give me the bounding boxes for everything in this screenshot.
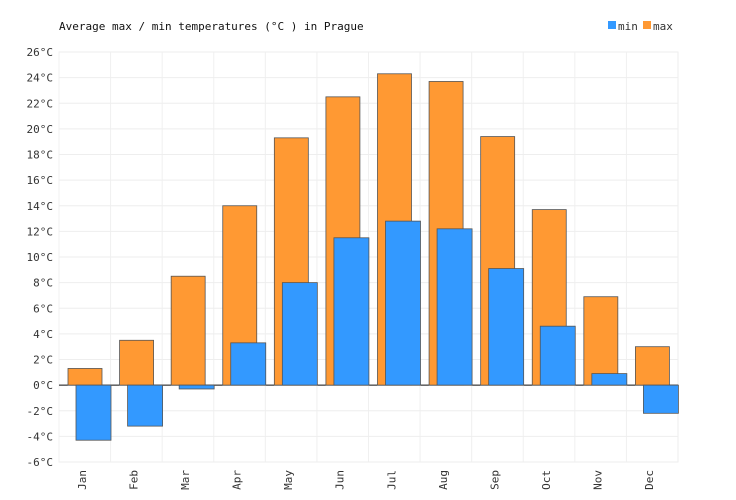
x-tick-label: Jan (76, 470, 89, 490)
max-bar-jan (67, 368, 103, 386)
min-bar-oct (539, 325, 576, 386)
min-bar-dec (643, 384, 679, 414)
x-tick-label: Feb (127, 470, 140, 490)
plot-area: -6°C -4°C -2°C 0°C 2°C 4°C 6°C 8°C 10°C 12°C 14°C 1… (27, 46, 679, 490)
min-bar-sep (488, 268, 525, 386)
legend-min-swatch (608, 21, 616, 29)
x-tick-label: Jul (385, 470, 398, 490)
y-tick-label: 18°C (27, 149, 54, 162)
x-tick-label: Oct (540, 470, 553, 490)
y-tick-label: 6°C (33, 302, 53, 315)
y-tick-label: 26°C (27, 46, 54, 59)
legend-max-label: max (653, 20, 673, 33)
x-tick-label: Aug (437, 470, 450, 490)
y-tick-label: -6°C (27, 456, 54, 469)
x-tick-label: Sep (488, 470, 501, 490)
x-tick-label: Jun (334, 470, 347, 490)
max-bar-mar (170, 275, 206, 386)
y-tick-label: -2°C (27, 405, 54, 418)
y-tick-label: 10°C (27, 251, 54, 264)
x-tick-label: Apr (231, 470, 244, 490)
min-bar-jul (385, 220, 421, 386)
legend-min-label: min (618, 20, 638, 33)
min-bar-jan (75, 384, 112, 441)
y-tick-label: 12°C (27, 225, 54, 238)
y-tick-label: 8°C (33, 277, 53, 290)
legend: min max (608, 20, 673, 33)
max-bar-nov (583, 296, 619, 386)
y-tick-label: 20°C (27, 123, 54, 136)
min-bar-aug (436, 228, 473, 386)
y-tick-label: 22°C (27, 97, 54, 110)
legend-max-swatch (643, 21, 651, 29)
y-tick-label: -4°C (27, 430, 54, 443)
x-tick-label: Dec (643, 470, 656, 490)
y-tick-label: 4°C (33, 328, 53, 341)
y-tick-label: 24°C (27, 72, 54, 85)
max-bar-feb (119, 339, 154, 386)
chart-title: Average max / min temperatures (°C ) in … (59, 20, 364, 33)
x-tick-label: Nov (592, 470, 605, 490)
y-tick-label: 16°C (27, 174, 54, 187)
y-tick-label: 14°C (27, 200, 54, 213)
y-tick-label: 2°C (33, 354, 53, 367)
x-tick-label: May (282, 470, 295, 490)
min-bar-mar (178, 384, 215, 390)
x-tick-label: Mar (179, 470, 192, 490)
y-tick-label: 0°C (33, 379, 53, 392)
min-bar-apr (230, 342, 267, 386)
min-bar-may (281, 282, 318, 386)
min-bar-nov (591, 373, 628, 386)
min-bar-feb (127, 384, 163, 427)
max-bar-dec (635, 346, 670, 386)
min-bar-jun (333, 237, 370, 386)
